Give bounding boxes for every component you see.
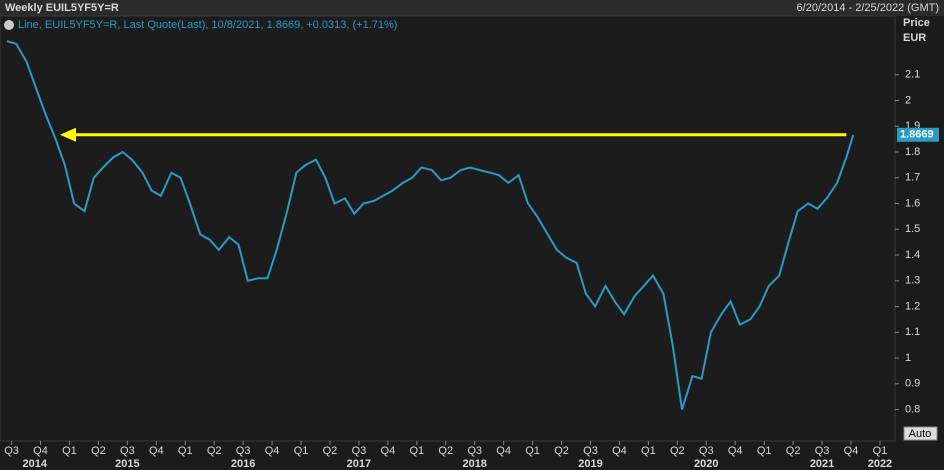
x-tick-label: Q4 bbox=[612, 445, 627, 457]
year-label: 2020 bbox=[694, 458, 718, 470]
year-label: 2016 bbox=[231, 458, 255, 470]
x-tick-label: Q2 bbox=[91, 445, 106, 457]
y-tick-label: 1.1 bbox=[905, 326, 920, 338]
x-tick-label: Q1 bbox=[294, 445, 309, 457]
x-tick-label: Q2 bbox=[670, 445, 685, 457]
x-tick-label: Q1 bbox=[62, 445, 77, 457]
price-line bbox=[6, 40, 855, 410]
arrow-head bbox=[60, 127, 76, 142]
y-tick-label: 1.7 bbox=[905, 172, 920, 184]
y-axis-label: Price bbox=[903, 17, 930, 29]
year-label: 2019 bbox=[578, 458, 602, 470]
year-label: 2018 bbox=[462, 458, 486, 470]
legend: Line, EUIL5YF5Y=R, Last Quote(Last), 10/… bbox=[18, 19, 397, 31]
y-tick-label: 0.9 bbox=[905, 378, 920, 390]
x-tick-label: Q1 bbox=[409, 445, 424, 457]
last-value-label: 1.8669 bbox=[900, 129, 934, 141]
x-tick-label: Q3 bbox=[815, 445, 830, 457]
plot-area bbox=[0, 15, 896, 442]
auto-button[interactable] bbox=[903, 426, 938, 441]
y-tick-label: 1.5 bbox=[905, 223, 920, 235]
legend-icon[interactable] bbox=[4, 20, 14, 30]
x-tick-label: Q3 bbox=[4, 445, 19, 457]
y-tick-label: 1.8 bbox=[905, 146, 920, 158]
x-tick-label: Q4 bbox=[149, 445, 164, 457]
y-tick-label: 2.1 bbox=[905, 69, 920, 81]
x-tick-label: Q3 bbox=[467, 445, 482, 457]
x-tick-label: Q4 bbox=[381, 445, 396, 457]
x-tick-label: Q2 bbox=[207, 445, 222, 457]
year-label: 2021 bbox=[810, 458, 834, 470]
x-tick-label: Q2 bbox=[323, 445, 338, 457]
x-tick-label: Q2 bbox=[786, 445, 801, 457]
y-tick-label: 1.6 bbox=[905, 197, 920, 209]
x-tick-label: Q4 bbox=[33, 445, 48, 457]
y-tick-label: 0.8 bbox=[905, 403, 920, 415]
x-tick-label: Q2 bbox=[438, 445, 453, 457]
year-label: 2015 bbox=[115, 458, 139, 470]
x-tick-label: Q3 bbox=[352, 445, 367, 457]
title-bar bbox=[0, 0, 944, 16]
auto-button-label[interactable]: Auto bbox=[909, 428, 932, 440]
y-axis-unit: EUR bbox=[903, 32, 926, 44]
x-tick-label: Q2 bbox=[554, 445, 569, 457]
y-tick-label: 1.4 bbox=[905, 249, 920, 261]
y-tick-label: 1 bbox=[905, 352, 911, 364]
chart-title: Weekly EUIL5YF5Y=R bbox=[5, 2, 119, 14]
x-tick-label: Q3 bbox=[236, 445, 251, 457]
x-tick-label: Q4 bbox=[265, 445, 280, 457]
y-tick-label: 1.2 bbox=[905, 300, 920, 312]
year-label: 2022 bbox=[868, 458, 892, 470]
x-tick-label: Q1 bbox=[525, 445, 540, 457]
date-range: 6/20/2014 - 2/25/2022 (GMT) bbox=[797, 2, 939, 14]
y-tick-label: 1.3 bbox=[905, 275, 920, 287]
x-tick-label: Q4 bbox=[844, 445, 859, 457]
x-tick-label: Q1 bbox=[641, 445, 656, 457]
last-value-box bbox=[897, 127, 939, 142]
x-tick-label: Q3 bbox=[120, 445, 135, 457]
x-tick-label: Q1 bbox=[757, 445, 772, 457]
x-tick-label: Q3 bbox=[699, 445, 714, 457]
x-tick-label: Q1 bbox=[873, 445, 888, 457]
x-tick-label: Q3 bbox=[583, 445, 598, 457]
y-tick-label: 2 bbox=[905, 94, 911, 106]
x-tick-label: Q1 bbox=[178, 445, 193, 457]
x-tick-label: Q4 bbox=[728, 445, 743, 457]
year-label: 2017 bbox=[347, 458, 371, 470]
x-tick-label: Q4 bbox=[496, 445, 511, 457]
year-label: 2014 bbox=[22, 458, 47, 470]
